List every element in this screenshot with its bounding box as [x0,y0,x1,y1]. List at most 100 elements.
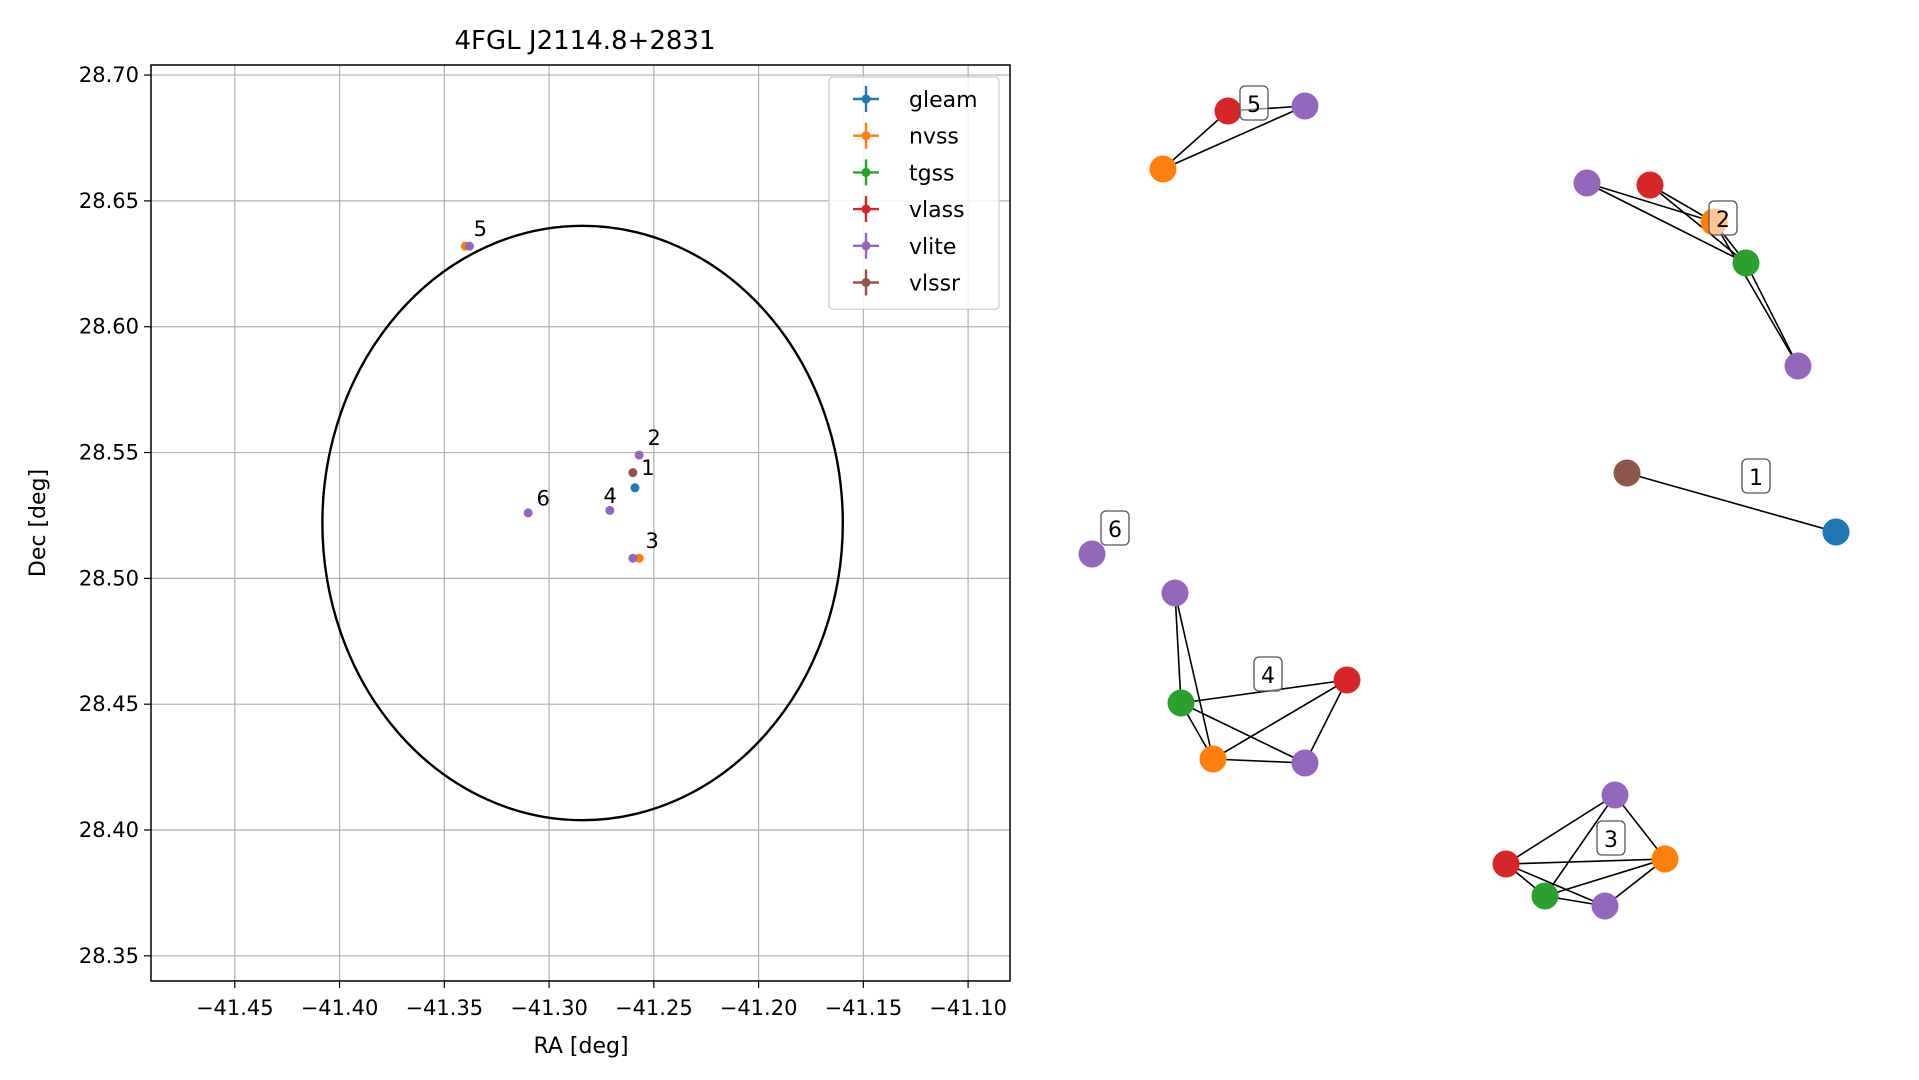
group-label: 2 [1716,208,1730,233]
network-node-nvss [1199,745,1227,773]
y-tick-label: 28.60 [79,315,139,339]
point-vlite [634,450,644,460]
network-node-vlass [1492,850,1520,878]
y-axis-label: Dec [deg] [26,469,51,577]
legend-entry-vlite: vlite [909,235,956,260]
y-tick-label: 28.65 [79,189,139,213]
group-label: 6 [1108,518,1122,543]
network-node-tgss [1732,249,1760,277]
legend-entry-tgss: tgss [909,161,955,186]
network-edge [1586,182,1747,264]
point-gleam [630,483,640,493]
point-annotation: 3 [645,529,658,553]
network-edge [1180,702,1306,764]
x-tick-label: −41.25 [615,996,693,1020]
network-node-tgss [1531,882,1559,910]
network-panel: 5 2 1 6 4 3 [1078,85,1850,920]
legend-entry-nvss: nvss [909,125,959,150]
network-edge [1162,110,1229,170]
network-edge [1505,794,1616,865]
point-annotation: 2 [648,426,661,450]
error-ellipse [321,224,845,822]
network-node-vlssr [1613,459,1641,487]
group-label-box [1596,820,1626,856]
network-node-vlite [1591,892,1619,920]
legend-entry-vlass: vlass [909,198,965,223]
y-tick-label: 28.70 [79,63,139,87]
network-edge [1505,858,1666,865]
point-annotation: 6 [537,486,550,510]
group-label: 4 [1261,664,1275,689]
network-node-vlite [1291,92,1319,120]
x-tick-label: −41.45 [196,996,274,1020]
network-node-vlite [1161,579,1189,607]
network-node-vlite [1784,352,1812,380]
network-node-vlite [1078,540,1106,568]
group-labels: 5 2 1 6 4 3 [1100,85,1771,856]
point-annotations: 1 2 3 4 5 6 [474,217,661,553]
point-nvss [634,553,644,563]
y-tick-label: 28.35 [79,944,139,968]
plot-axes [150,64,1011,982]
legend-marker-dot [861,278,871,287]
network-edge [1586,182,1715,223]
x-tick-label: −41.10 [929,996,1007,1020]
network-edge [1626,472,1837,533]
legend-marker-dot [861,204,871,214]
network-edge [1212,679,1348,760]
point-vlite [628,553,638,563]
group-label: 3 [1604,828,1618,853]
legend: gleam nvss tgss vlass vlite vlssr [828,76,1000,310]
y-axis-ticks: 28.35 28.40 28.45 28.50 28.55 28.60 28.65 28.70 [79,63,151,968]
group-label-box [1100,510,1130,546]
network-node-nvss [1651,845,1679,873]
network-edge [1745,262,1799,367]
data-points [460,241,644,563]
network-node-nvss [1149,155,1177,183]
axes-frame [150,64,1011,982]
group-label: 5 [1247,93,1261,118]
network-edge [1212,758,1306,764]
legend-marker-dot [861,241,871,251]
network-node-vlite [1573,169,1601,197]
legend-entry-vlssr: vlssr [909,272,961,297]
network-edge [1614,794,1666,860]
point-vlite [464,241,474,251]
point-vlssr [628,468,638,478]
y-tick-label: 28.55 [79,441,139,465]
network-edge [1174,592,1182,704]
group-label-box [1708,200,1738,236]
network-node-vlite [1291,749,1319,777]
group-label: 1 [1749,466,1763,491]
network-nodes [1078,92,1850,920]
grid-lines [151,65,1010,981]
network-node-gleam [1822,518,1850,546]
network-node-vlass [1636,171,1664,199]
x-tick-label: −41.40 [301,996,379,1020]
point-vlite [605,505,615,515]
x-tick-label: −41.35 [405,996,483,1020]
group-label-box [1239,85,1269,121]
legend-marker-dot [861,167,871,177]
network-edge [1713,221,1799,367]
point-vlite [523,508,533,518]
y-tick-label: 28.40 [79,818,139,842]
network-node-vlite [1601,781,1629,809]
chart-title: 4FGL J2114.8+2831 [455,26,716,56]
network-edge [1544,794,1616,897]
x-tick-label: −41.30 [510,996,588,1020]
point-annotation: 1 [641,456,654,480]
network-edge [1505,863,1606,907]
network-edge [1174,592,1214,760]
legend-marker-dot [861,131,871,141]
legend-entry-gleam: gleam [909,88,978,113]
network-node-tgss [1167,689,1195,717]
network-edge [1162,105,1306,170]
x-tick-label: −41.15 [824,996,902,1020]
point-annotation: 4 [604,484,617,508]
legend-marker-dot [861,94,871,104]
group-label-box [1253,656,1283,692]
x-axis-label: RA [deg] [533,1034,628,1059]
